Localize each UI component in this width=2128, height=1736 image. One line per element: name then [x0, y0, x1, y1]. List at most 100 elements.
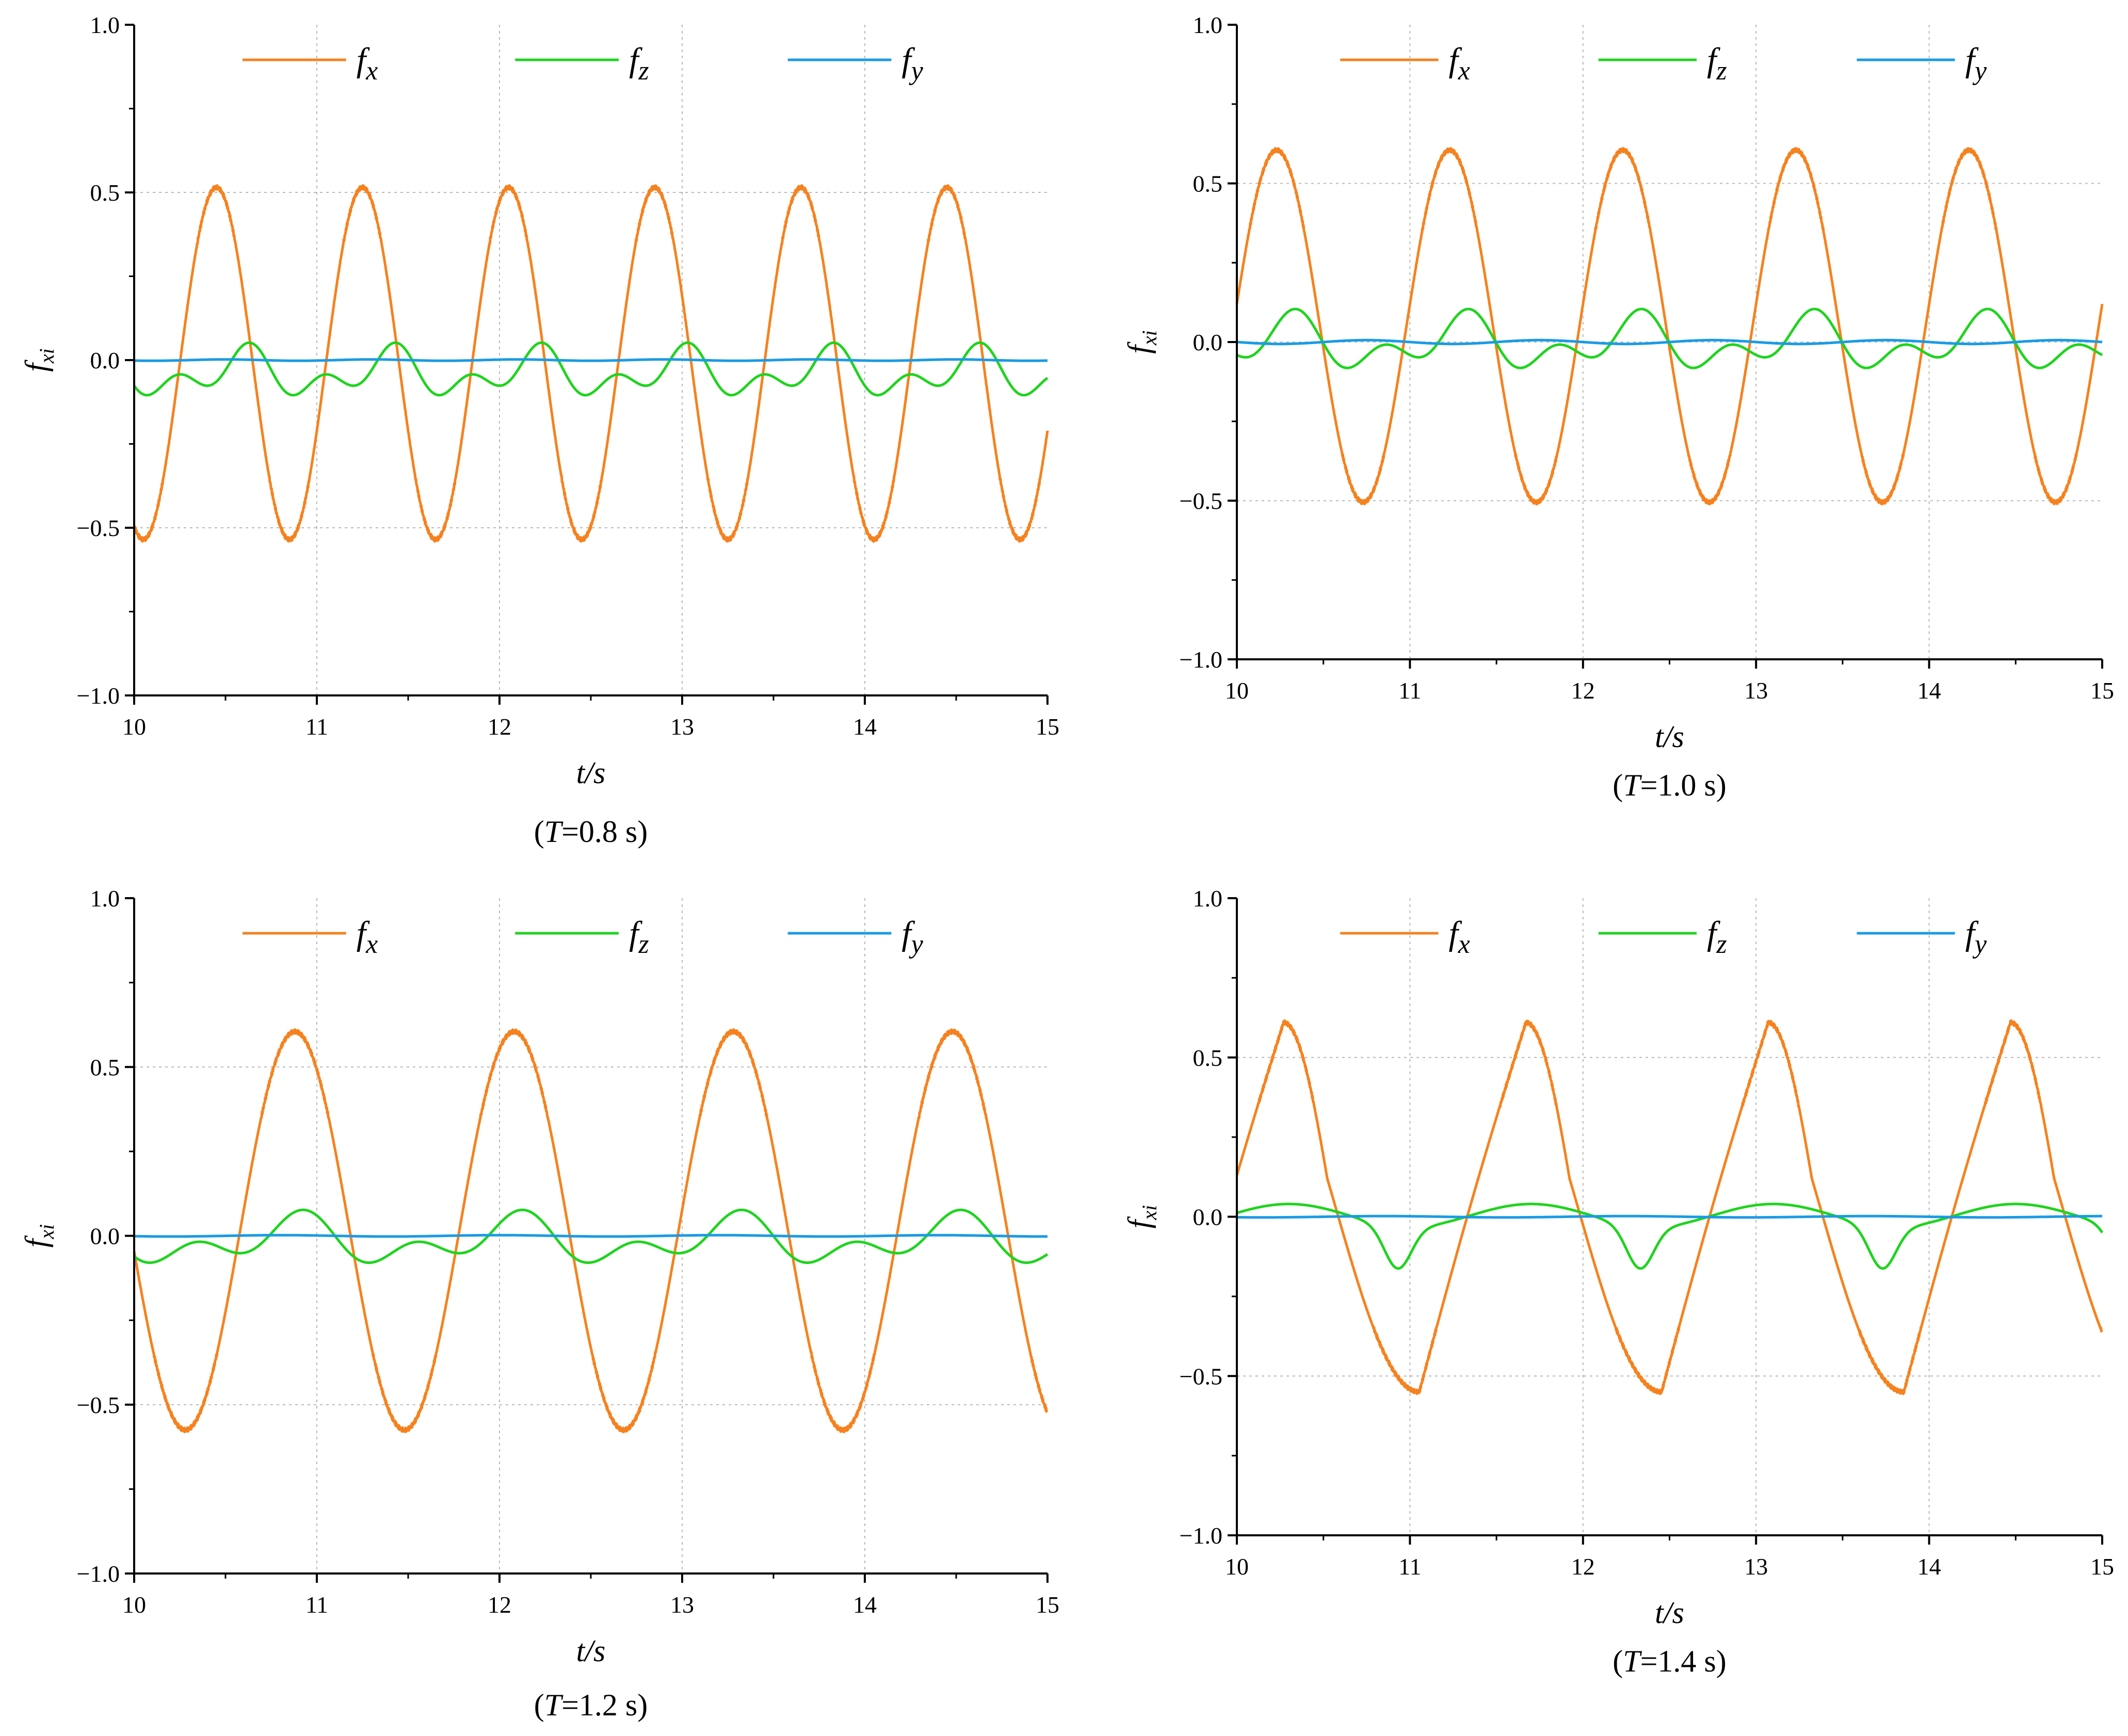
x-tick-label: 14: [1917, 677, 1941, 704]
grid: [134, 898, 1047, 1573]
x-tick-label: 14: [1917, 1553, 1941, 1580]
x-tick-label: 12: [1571, 1553, 1595, 1580]
panel-caption-part: =1.0 s): [1640, 768, 1727, 802]
legend-label-sub: y: [1972, 56, 1987, 86]
legend-label-fx: fx: [1448, 915, 1470, 959]
x-tick-label: 13: [1744, 1553, 1768, 1580]
legend-label-fz: fz: [629, 915, 649, 959]
x-tick-label: 11: [1398, 1553, 1421, 1580]
legend-label-fz: fz: [1707, 915, 1727, 959]
x-tick-label: 11: [305, 713, 328, 740]
y-tick-label: −1.0: [77, 1561, 120, 1587]
legend-label-sub: z: [1716, 56, 1727, 86]
series-line-fx: [1235, 147, 2104, 506]
panel-caption-part: T: [544, 815, 563, 849]
y-tick-label: 0.5: [90, 180, 120, 206]
legend: fx fz fy: [1340, 41, 1987, 86]
y-tick-label: −0.5: [1180, 488, 1222, 514]
panel-caption: (T=1.4 s): [1613, 1644, 1727, 1678]
y-tick-label: 1.0: [90, 885, 120, 912]
series-line-fx: [133, 1028, 1049, 1434]
panel-caption-part: T: [1623, 1644, 1642, 1678]
legend-label-fy: fy: [901, 915, 923, 959]
y-tick-label: −0.5: [77, 1392, 120, 1418]
x-tick-label: 10: [1225, 677, 1249, 704]
y-axis-label: fxi: [1122, 1205, 1161, 1229]
legend-label-fx: fx: [357, 915, 378, 959]
y-tick-label: 1.0: [90, 12, 120, 38]
x-tick-label: 12: [488, 713, 511, 740]
y-axis-label: fxi: [1122, 330, 1161, 354]
panel-caption-part: (: [534, 815, 544, 849]
y-axis-label-sub: xi: [1138, 330, 1161, 346]
legend-label-fy: fy: [1965, 41, 1987, 86]
series-line-fz: [133, 341, 1049, 397]
panel-caption-part: (: [1613, 768, 1623, 802]
y-tick-label: 1.0: [1193, 12, 1223, 38]
legend-label-fx: fx: [357, 41, 378, 86]
series-line-fz: [1236, 1203, 2104, 1270]
x-tick-label: 12: [488, 1592, 511, 1618]
legend-label-fy: fy: [901, 41, 923, 86]
panel-caption-part: T: [1623, 768, 1642, 802]
x-tick-label: 14: [853, 1592, 877, 1618]
x-tick-label: 10: [1225, 1553, 1249, 1580]
y-axis-label: fxi: [19, 1224, 58, 1248]
y-tick-label: 0.0: [1193, 1204, 1223, 1230]
legend: fx fz fy: [242, 915, 924, 959]
x-axis-label: t/s: [576, 756, 606, 790]
x-tick-label: 13: [670, 1592, 694, 1618]
x-tick-label: 12: [1571, 677, 1595, 704]
x-tick-label: 10: [122, 713, 146, 740]
x-axis-label: t/s: [1655, 1596, 1684, 1630]
panel-caption: (T=1.2 s): [534, 1688, 648, 1722]
legend-label-fx: fx: [1448, 41, 1470, 86]
x-axis-label: t/s: [576, 1634, 606, 1668]
y-axis-label: fxi: [19, 348, 58, 372]
x-tick-label: 11: [1398, 677, 1421, 704]
y-tick-label: −0.5: [77, 515, 120, 541]
y-tick-label: −1.0: [1180, 646, 1222, 673]
x-tick-label: 15: [2090, 677, 2114, 704]
legend-label-sub: y: [909, 930, 924, 959]
y-tick-label: 1.0: [1193, 885, 1223, 912]
chart-panel-top-left: 10 11 12 13 14 15 −1.0 −0.5 0.0 0.5 1.0 t/s fxi (T=0.…: [19, 12, 1059, 849]
x-axis-label: t/s: [1655, 720, 1684, 754]
series-line-fy: [1236, 1214, 2103, 1219]
x-tick-label: 15: [1036, 1592, 1059, 1618]
x-tick-label: 13: [1744, 677, 1768, 704]
x-tick-label: 13: [670, 713, 694, 740]
legend-label-sub: z: [638, 930, 649, 959]
y-tick-label: 0.0: [1193, 329, 1223, 355]
legend-label-fz: fz: [1707, 41, 1727, 86]
series-line-fy: [1236, 338, 2103, 346]
y-tick-label: 0.5: [1193, 171, 1223, 197]
series-line-fx: [1235, 1019, 2103, 1396]
legend-label-sub: y: [1972, 930, 1987, 959]
series-line-fz: [133, 1208, 1049, 1264]
x-tick-label: 15: [2090, 1553, 2114, 1580]
legend-label-sub: x: [365, 56, 378, 86]
legend-label-sub: z: [638, 56, 649, 86]
y-tick-label: −1.0: [1180, 1522, 1222, 1549]
x-tick-label: 10: [122, 1592, 146, 1618]
y-tick-label: 0.0: [90, 1223, 120, 1250]
legend-label-sub: x: [365, 930, 378, 959]
y-tick-label: −1.0: [77, 683, 120, 709]
chart-panel-bottom-right: 10 11 12 13 14 15 −1.0 −0.5 0.0 0.5 1.0 t/s fxi (T=1.…: [1122, 885, 2114, 1678]
y-axis-label-sub: xi: [1138, 1205, 1161, 1221]
y-axis-label-sub: xi: [35, 1224, 58, 1240]
panel-caption-part: =1.4 s): [1640, 1644, 1727, 1678]
chart-panel-top-right: 10 11 12 13 14 15 −1.0 −0.5 0.0 0.5 1.0 t/s fxi (T=1.…: [1122, 12, 2114, 802]
x-tick-label: 11: [305, 1592, 328, 1618]
y-tick-label: −0.5: [1180, 1363, 1222, 1389]
legend-label-sub: z: [1716, 930, 1727, 959]
legend-label-sub: y: [909, 56, 924, 86]
panel-caption: (T=1.0 s): [1613, 768, 1727, 802]
legend: fx fz fy: [242, 41, 924, 86]
legend-label-fz: fz: [629, 41, 649, 86]
panel-caption-part: =0.8 s): [561, 815, 648, 849]
legend-label-fy: fy: [1965, 915, 1987, 959]
